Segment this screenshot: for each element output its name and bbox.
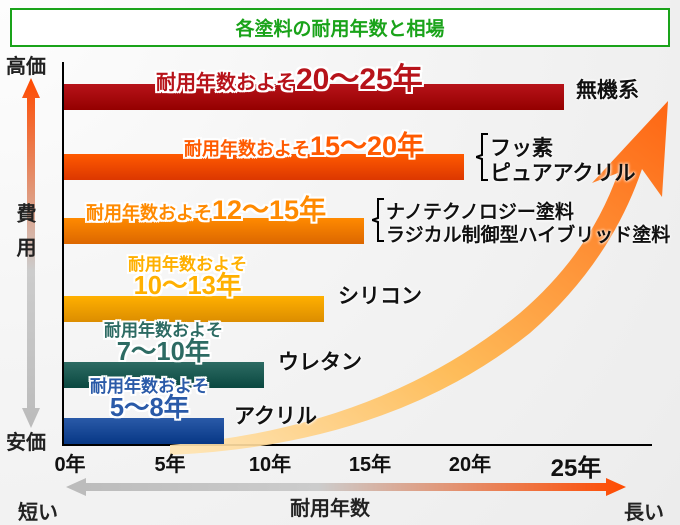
category-label: 無機系: [576, 74, 639, 104]
xtick: 10年: [249, 448, 291, 477]
xtick: 20年: [449, 448, 491, 477]
category-label: ウレタン: [278, 346, 362, 376]
axis-vertical: [62, 62, 64, 446]
bar-text-urethane: 耐用年数およそ7～10年: [104, 316, 223, 364]
x-mid-label: 耐用年数: [290, 492, 370, 521]
y-mid-label: 費用: [10, 203, 39, 271]
category-label: シリコン: [338, 280, 422, 310]
axis-horizontal: [62, 444, 652, 446]
category-label: ラジカル制御型ハイブリッド塗料: [386, 220, 670, 247]
y-bottom-label: 安価: [6, 426, 46, 455]
chart-container: 各塗料の耐用年数と相場 高価 費用 安価: [0, 0, 680, 525]
bar-text-muki: 耐用年数およそ20～25年: [156, 54, 423, 98]
xtick: 15年: [349, 448, 391, 477]
plot-area: 高価 費用 安価: [0, 48, 680, 458]
category-label: ピュアアクリル: [490, 157, 636, 187]
xtick: 0年: [54, 448, 85, 477]
chart-title: 各塗料の耐用年数と相場: [10, 8, 670, 47]
bracket-icon: [476, 132, 490, 182]
category-label: アクリル: [234, 400, 317, 430]
xtick: 5年: [154, 448, 185, 477]
bracket-icon: [372, 197, 386, 243]
x-left-label: 短い: [18, 496, 58, 525]
y-top-label: 高価: [6, 50, 46, 79]
bar-text-silicon: 耐用年数およそ10～13年: [128, 250, 247, 298]
x-right-label: 長い: [624, 496, 664, 525]
bar-text-fusso: 耐用年数およそ15～20年: [184, 124, 424, 163]
bar-text-acryl: 耐用年数およそ5～8年: [90, 372, 209, 420]
bar-text-nano: 耐用年数およそ12～15年: [86, 188, 326, 227]
